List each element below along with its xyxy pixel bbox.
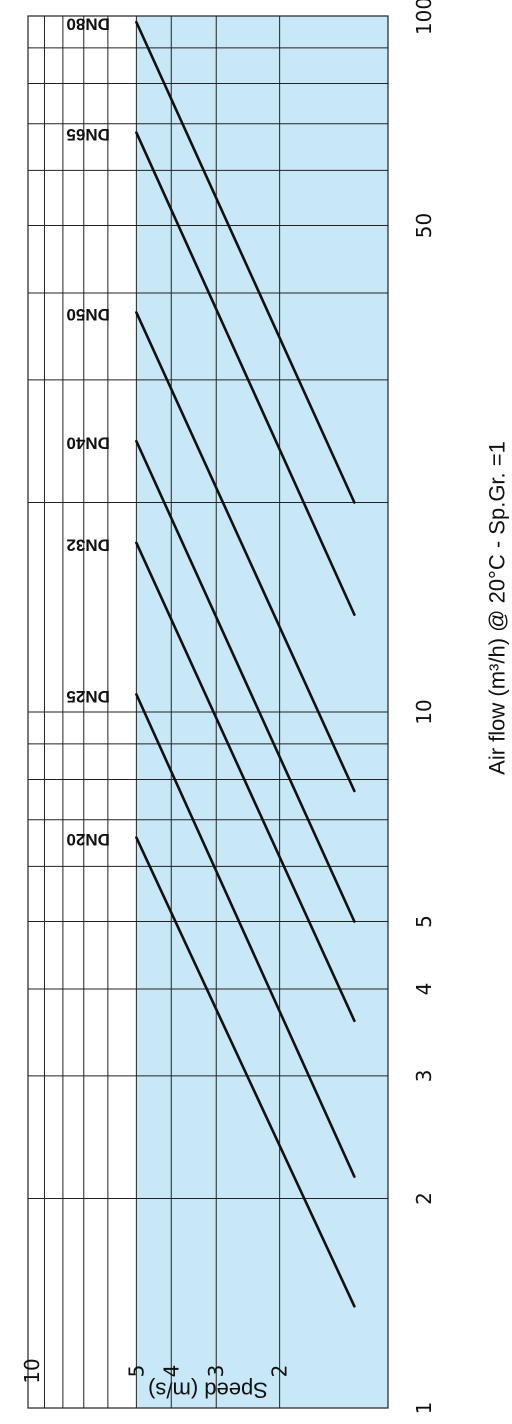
x-tick-label-1: 1 <box>412 1402 436 1415</box>
y-tick-label-4: 4 <box>159 1365 183 1378</box>
x-tick-label-4: 4 <box>412 983 436 996</box>
series-line-dn40 <box>135 439 356 923</box>
x-tick-label-2: 2 <box>412 1192 436 1205</box>
series-line-dn20 <box>135 836 356 1308</box>
y-axis-title: Speed (m/s) <box>148 1378 268 1403</box>
labels: DN20DN25DN32DN40DN50DN65DN80123451050100… <box>20 0 510 1414</box>
series-label-dn32: DN32 <box>66 535 109 554</box>
series-lines <box>135 20 356 1308</box>
series-line-dn80 <box>135 20 356 504</box>
x-tick-label-3: 3 <box>412 1070 436 1083</box>
x-tick-label-5: 5 <box>412 915 436 928</box>
series-line-dn32 <box>135 541 356 1023</box>
x-tick-label-50: 50 <box>412 213 436 238</box>
plot-frame <box>27 15 389 1409</box>
series-label-dn40: DN40 <box>66 434 109 453</box>
series-label-dn50: DN50 <box>66 305 109 324</box>
x-axis-title: Air flow (m³/h) @ 20°C - Sp.Gr. =1 <box>485 441 510 775</box>
series-label-dn20: DN20 <box>66 830 109 849</box>
series-line-dn50 <box>135 311 356 793</box>
y-tick-label-3: 3 <box>204 1365 228 1378</box>
series-label-dn80: DN80 <box>66 15 109 34</box>
series-line-dn25 <box>135 693 356 1178</box>
y-tick-label-10: 10 <box>20 1358 44 1383</box>
x-tick-label-10: 10 <box>412 699 436 724</box>
series-label-dn25: DN25 <box>66 687 109 706</box>
y-tick-label-2: 2 <box>268 1365 292 1378</box>
series-label-dn65: DN65 <box>66 125 109 144</box>
y-tick-label-5: 5 <box>124 1365 148 1378</box>
plot-border <box>27 15 389 1409</box>
series-line-dn65 <box>135 131 356 616</box>
x-tick-label-100: 100 <box>412 0 436 35</box>
